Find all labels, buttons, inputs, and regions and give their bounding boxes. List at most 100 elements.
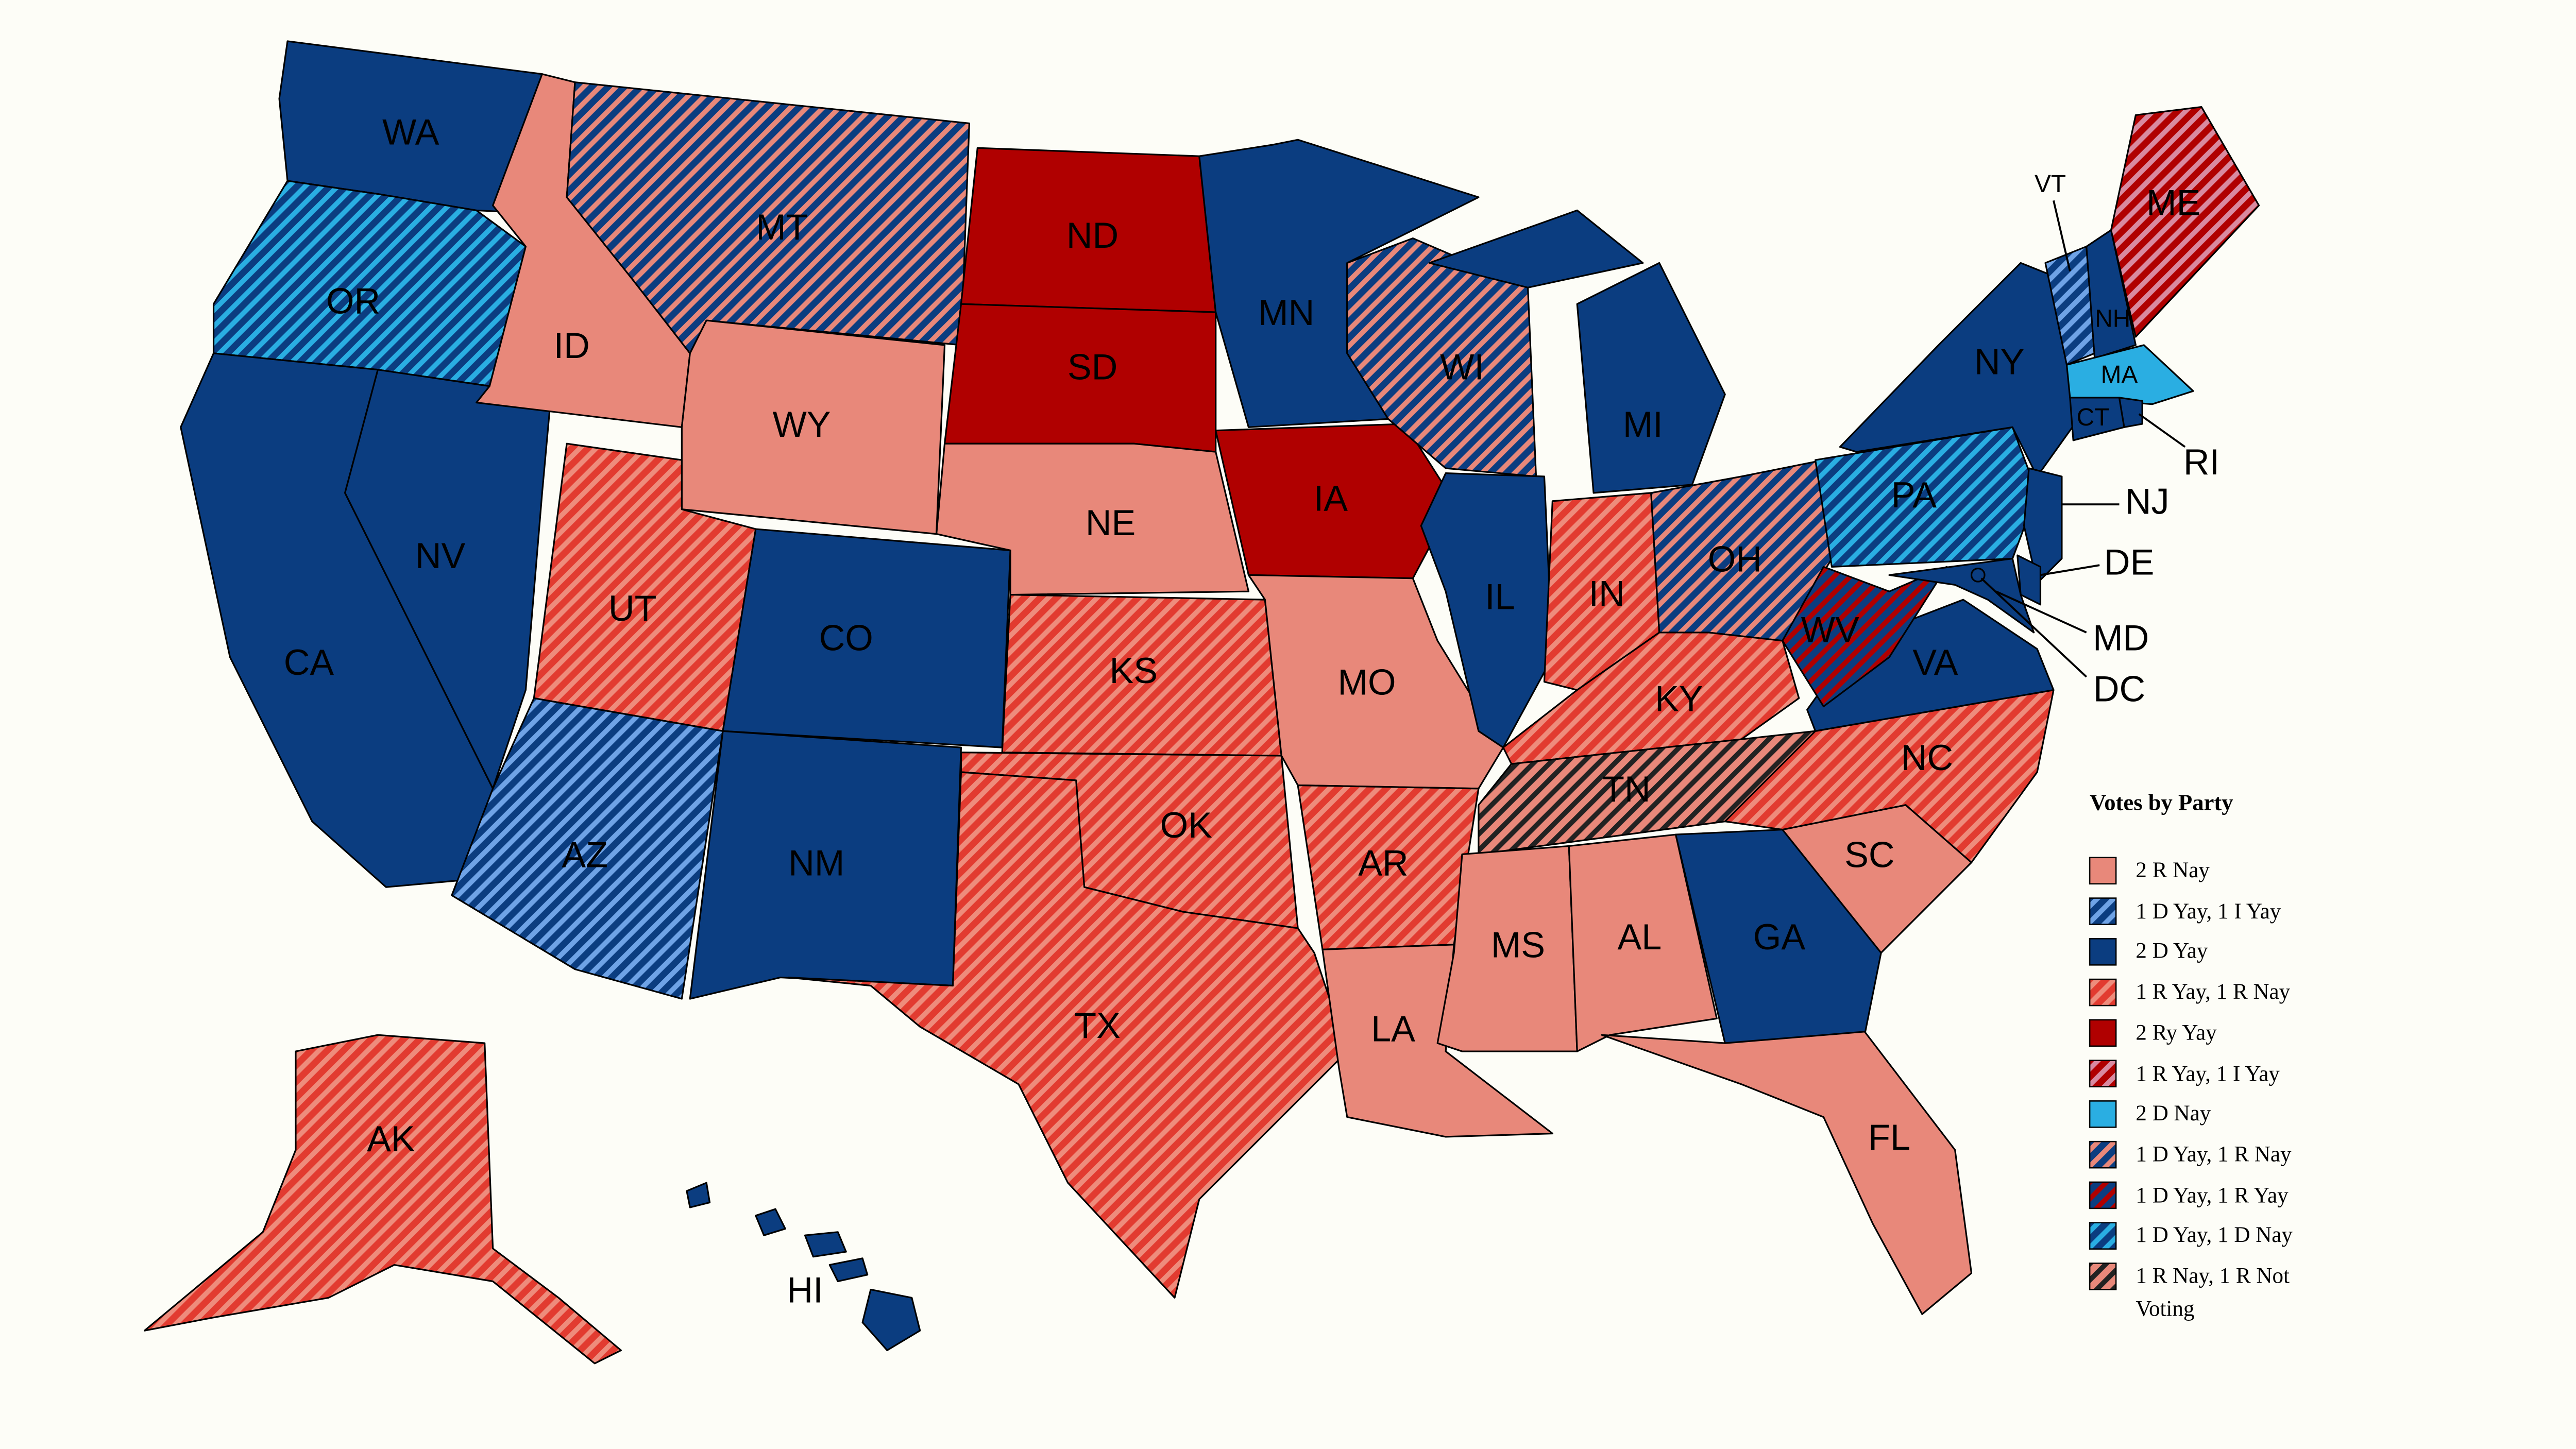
state-label: CT — [2077, 404, 2110, 431]
legend-label: 1 R Yay, 1 I Yay — [2136, 1060, 2280, 1085]
state-label: LA — [1371, 1008, 1415, 1049]
state: AR — [1297, 784, 1480, 950]
state-label: AZ — [562, 834, 608, 875]
state: NE — [936, 442, 1250, 596]
state-shape — [1346, 237, 1537, 478]
leader-line — [2053, 200, 2071, 271]
state-label: RI — [2183, 441, 2219, 482]
legend-swatch — [2089, 857, 2117, 885]
state-label: HI — [787, 1269, 823, 1310]
state: AK — [144, 1034, 622, 1365]
state-label: CA — [284, 642, 334, 683]
state-label: MD — [2093, 617, 2149, 658]
state-label: AR — [1358, 842, 1408, 883]
state-label: TX — [1074, 1005, 1121, 1046]
legend-entry: 1 D Yay, 1 R Nay — [2136, 1141, 2291, 1166]
legend-label: 2 D Yay — [2136, 939, 2208, 964]
state-label: FL — [1868, 1117, 1910, 1157]
state-label: WV — [1801, 609, 1859, 650]
state-shape — [2118, 397, 2143, 428]
legend-swatch — [2089, 1060, 2117, 1087]
state: NM — [689, 730, 962, 1000]
legend-entry: 1 R Nay, 1 R Not Voting — [2136, 1263, 2290, 1321]
legend-label: 1 D Yay, 1 R Yay — [2136, 1182, 2289, 1207]
state: MD — [1888, 557, 2149, 658]
state-label: ND — [1066, 215, 1118, 255]
state: AZ — [451, 697, 724, 1000]
state-shape — [936, 442, 1250, 596]
legend-label: 2 D Nay — [2136, 1101, 2211, 1126]
legend-entry: 1 R Yay, 1 R Nay — [2136, 979, 2290, 1004]
state-label: MT — [756, 207, 808, 247]
state-label: NJ — [2125, 481, 2170, 522]
state-label: UT — [608, 588, 657, 628]
state: SD — [943, 303, 1217, 453]
legend-entry: 2 Ry Yay — [2136, 1019, 2217, 1045]
state-label: DE — [2104, 542, 2154, 583]
state-label: OH — [1708, 538, 1762, 579]
state-label: WA — [382, 111, 439, 152]
legend-swatch — [2089, 1140, 2117, 1169]
state-label: GA — [1753, 916, 1806, 957]
state: WY — [681, 319, 946, 535]
state: TX — [788, 771, 1348, 1299]
state: AL — [1568, 833, 1718, 1052]
state-shape — [686, 1182, 921, 1352]
state: CO — [722, 528, 1011, 748]
state-label: OR — [326, 281, 380, 321]
legend-entry: 1 D Yay, 1 R Yay — [2136, 1182, 2289, 1207]
legend-label: 2 Ry Yay — [2136, 1019, 2217, 1045]
state-shape — [2110, 106, 2260, 338]
state: NH — [2086, 229, 2137, 359]
state-label: MS — [1491, 925, 1545, 965]
leader-line — [2138, 413, 2186, 448]
state-label: NM — [788, 842, 844, 883]
state-shape — [1568, 833, 1718, 1052]
leader-line — [1980, 577, 2088, 678]
state: NY — [1839, 262, 2079, 478]
state: TN — [1478, 730, 1817, 856]
state: IL — [1420, 472, 1553, 748]
legend-label: 1 D Yay, 1 D Nay — [2136, 1222, 2293, 1248]
leader-line — [1995, 590, 2087, 634]
state-label: IL — [1485, 576, 1515, 617]
state: KS — [1001, 593, 1282, 757]
state-label: IN — [1589, 573, 1625, 613]
state-shape — [788, 771, 1348, 1299]
state-label: DC — [2093, 668, 2145, 709]
state: HI — [686, 1182, 921, 1352]
state: DE — [2016, 542, 2154, 606]
legend-entry: 2 D Nay — [2136, 1101, 2211, 1126]
state: MA — [2065, 344, 2194, 405]
state-label: SD — [1067, 346, 1117, 387]
legend-swatch — [2089, 978, 2117, 1007]
state-label: VT — [2035, 171, 2066, 198]
state-label: VA — [1912, 642, 1958, 683]
legend-swatch — [2089, 1181, 2117, 1209]
legend-swatch — [2089, 938, 2117, 966]
state-label: MN — [1258, 292, 1314, 333]
legend: 2 R Nay 1 D Yay, 1 I Yay 2 D Yay 1 R Yay, 1… — [2089, 857, 2293, 1321]
state-shape — [1888, 557, 2035, 634]
legend-entry: 2 R Nay — [2136, 857, 2210, 882]
state: MO — [1247, 574, 1504, 790]
state-label: AL — [1617, 916, 1662, 957]
legend-label: 2 R Nay — [2136, 857, 2210, 882]
state-label: NC — [1901, 737, 1953, 778]
states: WA OR CA NV ID MT WY UT CO AZ NM ND SD N… — [144, 40, 2260, 1365]
state-shape — [2016, 554, 2042, 606]
legend-entry: 2 D Yay — [2136, 939, 2208, 964]
state-label: MA — [2101, 361, 2138, 388]
legend-label: 1 D Yay, 1 I Yay — [2136, 898, 2281, 923]
state-label: TN — [1602, 769, 1651, 809]
state-shape — [1674, 828, 1882, 1044]
state: WI — [1346, 237, 1537, 478]
legend-swatch — [2089, 1100, 2117, 1128]
state: CT — [2069, 397, 2125, 441]
state: IA — [1215, 423, 1455, 579]
state-label: NE — [1086, 502, 1136, 543]
state: ND — [960, 147, 1217, 313]
state-label: WI — [1440, 346, 1484, 387]
state-label: NH — [2095, 305, 2130, 333]
state-label: NV — [415, 535, 466, 576]
